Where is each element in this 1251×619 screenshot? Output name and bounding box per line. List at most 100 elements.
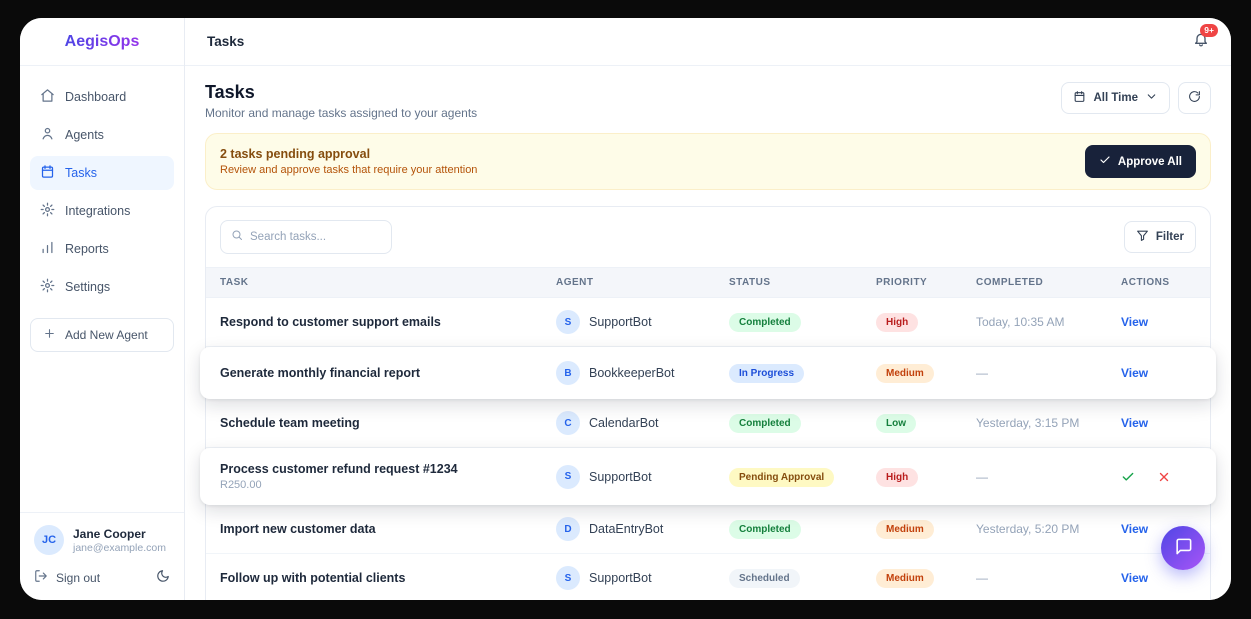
agent-name: SupportBot bbox=[589, 315, 652, 329]
column-header-status: Status bbox=[729, 277, 771, 288]
table-row[interactable]: Process customer refund request #1234 R25… bbox=[200, 448, 1216, 505]
check-icon bbox=[1099, 154, 1111, 169]
page-subtitle: Monitor and manage tasks assigned to you… bbox=[205, 106, 478, 120]
table-row[interactable]: Generate monthly financial report B Bookk… bbox=[200, 347, 1216, 399]
sidebar-item-reports[interactable]: Reports bbox=[30, 232, 174, 266]
status-badge: Pending Approval bbox=[729, 467, 835, 487]
bell-icon bbox=[1193, 33, 1209, 51]
agent-name: BookkeeperBot bbox=[589, 366, 675, 380]
logout-icon bbox=[34, 569, 48, 586]
main-area: Tasks 9+ Tasks Monitor and manage tasks … bbox=[185, 18, 1231, 600]
search-input[interactable] bbox=[250, 231, 381, 243]
task-title: Import new customer data bbox=[220, 522, 376, 536]
page-title: Tasks bbox=[205, 82, 255, 102]
sign-out-button[interactable]: Sign out bbox=[34, 569, 100, 586]
calendar-icon bbox=[40, 164, 55, 182]
task-title: Respond to customer support emails bbox=[220, 315, 441, 329]
priority-badge: Medium bbox=[876, 569, 934, 588]
reject-button[interactable] bbox=[1157, 470, 1171, 484]
sign-out-label: Sign out bbox=[56, 570, 101, 585]
task-subtitle: R250.00 bbox=[220, 479, 262, 491]
banner-title: 2 tasks pending approval bbox=[220, 147, 371, 161]
topbar: Tasks 9+ bbox=[185, 18, 1231, 66]
sidebar-item-agents[interactable]: Agents bbox=[30, 118, 174, 152]
column-header-task: Task bbox=[220, 277, 249, 288]
person-icon bbox=[40, 126, 55, 144]
status-badge: In Progress bbox=[729, 364, 805, 383]
sidebar-item-tasks[interactable]: Tasks bbox=[30, 156, 174, 190]
notification-badge: 9+ bbox=[1200, 24, 1218, 37]
priority-badge: Medium bbox=[876, 520, 934, 539]
filter-label: Filter bbox=[1155, 231, 1184, 243]
dark-mode-toggle[interactable] bbox=[156, 569, 170, 586]
priority-badge: High bbox=[876, 313, 919, 332]
sidebar-footer: JC Jane Cooper jane@example.com Sign out bbox=[20, 512, 184, 600]
sidebar-item-label: Agents bbox=[65, 128, 104, 142]
sidebar-item-label: Settings bbox=[65, 280, 111, 294]
sidebar-item-label: Dashboard bbox=[65, 90, 127, 104]
avatar: JC bbox=[34, 525, 64, 555]
completed-time: Today, 10:35 AM bbox=[976, 315, 1065, 329]
sidebar-item-dashboard[interactable]: Dashboard bbox=[30, 80, 174, 114]
completed-time: — bbox=[976, 571, 988, 585]
sidebar-item-label: Reports bbox=[65, 242, 109, 256]
view-button[interactable]: View bbox=[1121, 522, 1149, 536]
time-filter-label: All Time bbox=[1093, 92, 1138, 104]
agent-avatar: B bbox=[556, 361, 580, 385]
task-title: Generate monthly financial report bbox=[220, 366, 421, 380]
search-box bbox=[220, 220, 392, 254]
priority-badge: Medium bbox=[876, 364, 934, 383]
user-profile: JC Jane Cooper jane@example.com bbox=[34, 525, 170, 555]
completed-time: Yesterday, 5:20 PM bbox=[976, 522, 1080, 536]
chat-bubble-icon bbox=[1174, 537, 1193, 559]
filter-button[interactable]: Filter bbox=[1123, 221, 1196, 253]
time-filter-dropdown[interactable]: All Time bbox=[1061, 82, 1170, 114]
app-window: AegisOps Dashboard Agents Tasks Integrat… bbox=[20, 18, 1231, 600]
topbar-title: Tasks bbox=[207, 34, 245, 49]
status-badge: Completed bbox=[729, 520, 801, 539]
approve-button[interactable] bbox=[1121, 470, 1135, 484]
moon-icon bbox=[156, 569, 170, 586]
plus-icon bbox=[43, 327, 56, 343]
user-email: jane@example.com bbox=[73, 541, 166, 554]
priority-badge: High bbox=[876, 467, 919, 487]
agent-avatar: S bbox=[556, 566, 580, 590]
completed-time: Yesterday, 3:15 PM bbox=[976, 416, 1080, 430]
agent-name: SupportBot bbox=[589, 469, 652, 484]
sidebar-item-label: Tasks bbox=[65, 166, 97, 180]
view-button[interactable]: View bbox=[1121, 366, 1149, 380]
completed-time: — bbox=[976, 366, 988, 380]
table-row[interactable]: Import new customer data D DataEntryBot C… bbox=[206, 505, 1210, 554]
view-button[interactable]: View bbox=[1121, 315, 1149, 329]
sidebar-item-integrations[interactable]: Integrations bbox=[30, 194, 174, 228]
refresh-button[interactable] bbox=[1178, 82, 1211, 114]
logo-wrap: AegisOps bbox=[20, 18, 184, 66]
add-new-agent-button[interactable]: Add New Agent bbox=[30, 318, 174, 352]
view-button[interactable]: View bbox=[1121, 416, 1149, 430]
table-row[interactable]: Respond to customer support emails S Supp… bbox=[206, 298, 1210, 347]
home-icon bbox=[40, 88, 55, 106]
notifications-button[interactable]: 9+ bbox=[1193, 24, 1218, 52]
priority-badge: Low bbox=[876, 414, 916, 433]
user-name: Jane Cooper bbox=[73, 526, 146, 541]
agent-name: CalendarBot bbox=[589, 416, 659, 430]
status-badge: Scheduled bbox=[729, 569, 800, 588]
calendar-icon bbox=[1073, 90, 1086, 106]
bar-chart-icon bbox=[40, 240, 55, 258]
task-title: Follow up with potential clients bbox=[220, 571, 406, 585]
sidebar-item-label: Integrations bbox=[65, 204, 131, 218]
chat-fab-button[interactable] bbox=[1161, 526, 1205, 570]
approve-all-button[interactable]: Approve All bbox=[1084, 145, 1196, 178]
table-row[interactable]: Follow up with potential clients S Suppor… bbox=[206, 554, 1210, 600]
add-new-agent-label: Add New Agent bbox=[65, 328, 148, 342]
sidebar-item-settings[interactable]: Settings bbox=[30, 270, 174, 304]
search-icon bbox=[231, 228, 243, 246]
view-button[interactable]: View bbox=[1121, 571, 1149, 585]
agent-avatar: C bbox=[556, 411, 580, 435]
filter-icon bbox=[1136, 229, 1149, 245]
agent-avatar: S bbox=[556, 464, 580, 489]
pending-approval-banner: 2 tasks pending approval Review and appr… bbox=[205, 133, 1211, 190]
agent-name: SupportBot bbox=[589, 571, 652, 585]
column-header-priority: Priority bbox=[876, 277, 928, 288]
table-row[interactable]: Schedule team meeting C CalendarBot Compl… bbox=[206, 399, 1210, 448]
